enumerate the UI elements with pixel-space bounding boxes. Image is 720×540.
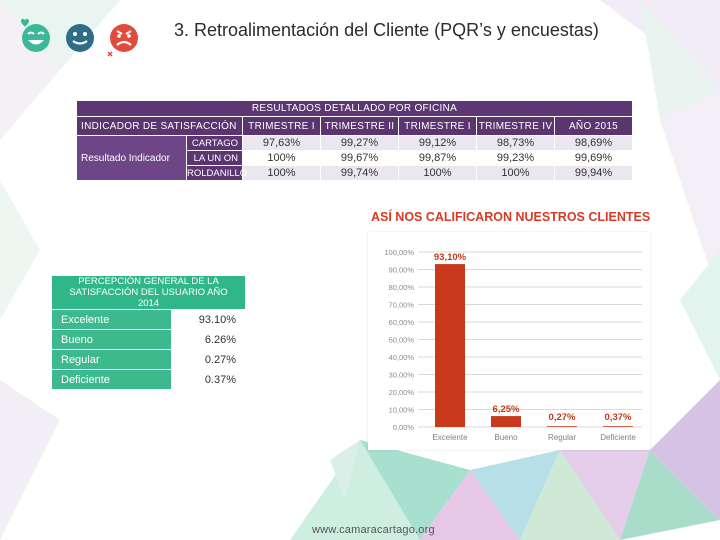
table-header-line: PERCEPCIÓN GENERAL DE LA [78,276,219,287]
y-tick-label: 100,00% [384,248,414,257]
heart-icon [21,18,29,27]
y-tick-label: 40,00% [389,353,415,362]
table-row: Resultado Indicador CARTAGO 97,63% 99,27… [76,135,634,181]
bar [603,426,633,427]
table-row: Bueno 6.26% [51,329,247,350]
table-cell: 100% [476,165,555,181]
table-header: PERCEPCIÓN GENERAL DE LA SATISFACCIÓN DE… [50,275,247,310]
table-cell: 99,94% [553,165,634,181]
y-tick-label: 60,00% [389,318,415,327]
y-tick-label: 80,00% [389,283,415,292]
y-tick-label: 10,00% [389,406,415,415]
rating-label: Deficiente [51,369,172,390]
bar [547,426,577,427]
neutral-face-icon [66,24,94,52]
column-header: TRIMESTRE IV [476,116,555,136]
table-row: Deficiente 0.37% [51,369,247,390]
table-cell: 99,69% [553,150,634,166]
table-cell: 98,69% [553,135,634,151]
rating-value: 0.27% [170,349,247,370]
y-tick-label: 30,00% [389,371,415,380]
office-name: ROLDANILLO [186,165,248,181]
x-tick-label: Deficiente [600,433,636,442]
y-tick-label: 50,00% [389,336,415,345]
bar [491,416,521,427]
table-cell: 99,27% [320,135,399,151]
column-header: TRIMESTRE I [398,116,477,136]
table-row: Excelente 93.10% [51,309,247,330]
rating-label: Bueno [51,329,172,350]
y-tick-label: 0,00% [393,423,415,432]
table-caption-row: RESULTADOS DETALLADO POR OFICINA [75,100,634,117]
column-header: AÑO 2015 [553,116,634,136]
table-cell: 100% [242,150,321,166]
table-cell: 98,73% [476,135,555,151]
rating-value: 6.26% [170,329,247,350]
office-name: LA UN ON [186,150,243,166]
chart-title: ASÍ NOS CALIFICARON NUESTROS CLIENTES [371,210,651,224]
data-label: 0,37% [605,412,632,423]
x-tick-label: Regular [548,433,576,442]
y-tick-label: 20,00% [389,388,415,397]
table-cell: 100% [398,165,477,181]
x-tick-label: Bueno [494,433,518,442]
table-header-row: PERCEPCIÓN GENERAL DE LA SATISFACCIÓN DE… [50,275,247,310]
table-cell: 99,12% [398,135,477,151]
happy-face-icon [22,24,50,52]
column-header: TRIMESTRE I [242,116,321,136]
table-cell: 99,74% [320,165,399,181]
table-header-row: INDICADOR DE SATISFACCIÓN TRIMESTRE I TR… [76,116,634,136]
office-name: CARTAGO [186,135,243,151]
table-row: ROLDANILLO 100% 99,74% 100% 100% 99,94% [77,165,634,181]
y-tick-label: 70,00% [389,301,415,310]
table-cell: 99,23% [476,150,555,166]
satisfaction-faces [21,18,138,57]
y-tick-label: 90,00% [389,266,415,275]
table-cell: 97,63% [242,135,321,151]
table-row: Regular 0.27% [51,349,247,370]
column-header: TRIMESTRE II [320,116,399,136]
table-header-line: SATISFACCIÓN DEL USUARIO AÑO 2014 [69,287,228,309]
row-label: Resultado Indicador [76,135,187,181]
bar [435,264,465,427]
angry-face-icon [107,24,138,57]
footer-url: www.camaracartago.org [312,524,435,536]
column-header: INDICADOR DE SATISFACCIÓN [76,116,243,136]
data-label: 93,10% [434,252,467,263]
rating-label: Excelente [51,309,172,330]
bar-chart: 0,00% 10,00% 20,00% 30,00% 40,00% 50,00% 60,00… [384,248,642,442]
table-cell: 100% [242,165,321,181]
table-cell: 99,87% [398,150,477,166]
data-label: 6,25% [493,404,520,415]
general-perception-table: PERCEPCIÓN GENERAL DE LA SATISFACCIÓN DE… [50,275,247,390]
x-tick-label: Excelente [432,433,468,442]
page-title: 3. Retroalimentación del Cliente (PQR’s … [174,20,599,40]
data-label: 0,27% [549,412,576,423]
rating-value: 93.10% [170,309,247,330]
chart-container: 0,00% 10,00% 20,00% 30,00% 40,00% 50,00% 60,00… [368,232,650,450]
rating-value: 0.37% [170,369,247,390]
table-caption: RESULTADOS DETALLADO POR OFICINA [75,100,634,117]
results-by-office-table: RESULTADOS DETALLADO POR OFICINA INDICAD… [75,100,634,181]
table-cell: 99,67% [320,150,399,166]
table-row: LA UN ON 100% 99,67% 99,87% 99,23% 99,69… [77,150,634,166]
rating-label: Regular [51,349,172,370]
